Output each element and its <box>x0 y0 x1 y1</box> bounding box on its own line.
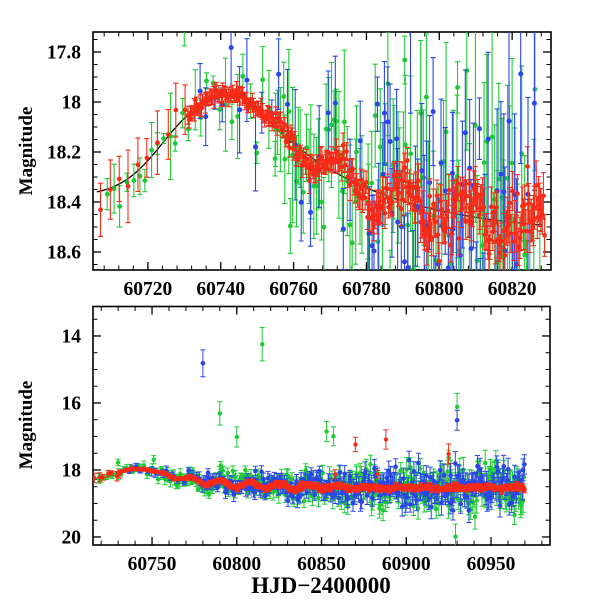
svg-text:60950: 60950 <box>467 554 516 575</box>
svg-text:16: 16 <box>62 393 82 414</box>
svg-text:18.2: 18.2 <box>47 143 81 164</box>
svg-text:14: 14 <box>62 326 82 347</box>
svg-text:60740: 60740 <box>196 279 245 300</box>
svg-text:18.6: 18.6 <box>47 243 81 264</box>
svg-text:17.8: 17.8 <box>47 43 81 64</box>
svg-text:HJD−2400000: HJD−2400000 <box>251 573 391 598</box>
svg-text:60900: 60900 <box>382 554 431 575</box>
svg-text:20: 20 <box>62 527 82 548</box>
svg-text:60750: 60750 <box>128 554 177 575</box>
svg-text:18.4: 18.4 <box>47 193 81 214</box>
svg-text:60800: 60800 <box>415 279 464 300</box>
svg-text:60820: 60820 <box>488 279 537 300</box>
svg-text:60850: 60850 <box>297 554 346 575</box>
svg-text:60800: 60800 <box>212 554 261 575</box>
svg-text:60780: 60780 <box>342 279 391 300</box>
svg-text:60720: 60720 <box>124 279 173 300</box>
svg-text:18: 18 <box>62 93 82 114</box>
svg-text:60760: 60760 <box>269 279 318 300</box>
svg-text:18: 18 <box>62 460 82 481</box>
svg-text:Magnitude: Magnitude <box>16 107 37 196</box>
svg-text:Magnitude: Magnitude <box>16 381 37 470</box>
